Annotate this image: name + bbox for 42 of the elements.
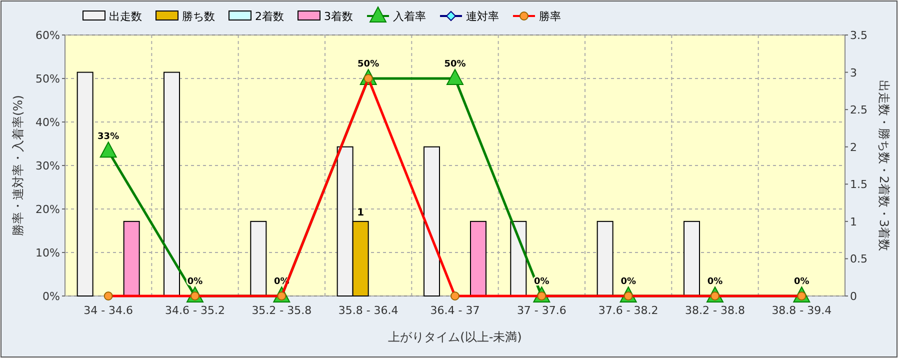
- x-tick-label: 34.6 - 35.2: [165, 304, 225, 317]
- y2-tick-label: 1: [850, 215, 857, 228]
- y-tick-label: 50%: [36, 72, 60, 86]
- y-axis-title: 勝率・連対率・入着率(%): [11, 95, 25, 236]
- legend-label: 3着数: [324, 10, 353, 23]
- y2-tick-label: 2: [850, 140, 857, 154]
- data-label: 0%: [707, 277, 723, 287]
- data-label: 0%: [620, 277, 636, 287]
- y2-tick-label: 0.5: [850, 252, 868, 266]
- x-tick-label: 37.6 - 38.2: [598, 304, 658, 317]
- x-tick-label: 35.8 - 36.4: [338, 304, 398, 317]
- y2-tick-label: 0: [850, 290, 857, 303]
- x-tick-label: 37 - 37.6: [516, 304, 566, 317]
- data-label: 0%: [187, 277, 203, 287]
- y-tick-label: 40%: [36, 116, 60, 129]
- y-tick-label: 30%: [36, 160, 60, 172]
- data-label: 50%: [358, 60, 380, 70]
- y2-tick-label: 3: [850, 66, 857, 80]
- legend-label: 2着数: [255, 10, 284, 23]
- legend-label: 勝ち数: [182, 10, 215, 23]
- y-tick-label: 10%: [36, 246, 60, 260]
- y-tick-label: 0%: [42, 290, 60, 303]
- data-label: 0%: [794, 277, 810, 287]
- data-label: 1: [357, 207, 364, 218]
- legend-label: 出走数: [109, 10, 142, 23]
- x-tick-label: 36.4 - 37: [430, 304, 480, 317]
- x-tick-label: 35.2 - 35.8: [252, 304, 312, 317]
- data-label: 33%: [98, 132, 120, 142]
- y2-tick-label: 2.5: [850, 104, 868, 117]
- legend-label: 連対率: [466, 10, 499, 23]
- x-axis-title: 上がりタイム(以上-未満): [388, 330, 522, 344]
- y2-axis-title: 出走数・勝ち数・2着数・3着数: [877, 80, 891, 252]
- legend-label: 入着率: [393, 10, 426, 23]
- y-tick-label: 20%: [36, 203, 60, 216]
- x-tick-label: 34 - 34.6: [84, 304, 134, 317]
- data-label: 50%: [444, 60, 466, 70]
- x-tick-label: 38.8 - 39.4: [772, 304, 832, 317]
- x-tick-label: 38.2 - 38.8: [685, 304, 745, 317]
- y2-tick-label: 1.5: [850, 178, 868, 192]
- legend-label: 勝率: [539, 10, 561, 23]
- y2-tick-label: 3.5: [850, 29, 868, 42]
- y-tick-label: 60%: [36, 29, 60, 42]
